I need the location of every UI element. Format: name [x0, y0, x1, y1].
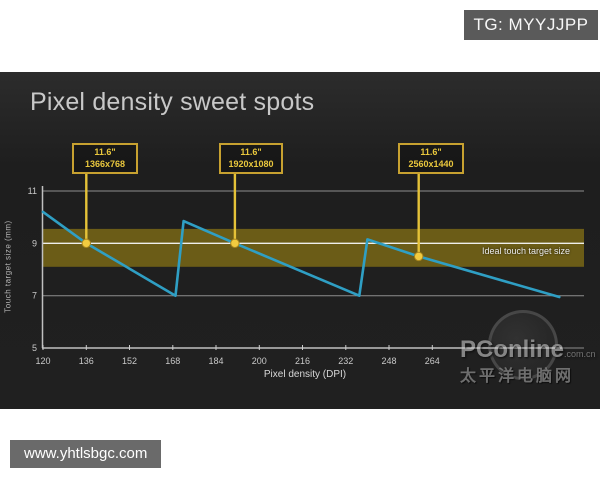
- y-axis-label: Touch target size (mm): [3, 220, 13, 313]
- globe-icon: [488, 310, 558, 380]
- callout-1920x1080: 11.6" 1920x1080: [219, 143, 283, 174]
- callout-2560x1440: 11.6" 2560x1440: [398, 143, 464, 174]
- pconline-chinese-text: 太平洋电脑网: [460, 368, 575, 385]
- callout-1366x768: 11.6" 1366x768: [72, 143, 138, 174]
- callout-size: 11.6": [94, 147, 116, 158]
- chart-title: Pixel density sweet spots: [30, 88, 315, 116]
- callout-resolution: 2560x1440: [408, 158, 454, 169]
- callout-size: 11.6": [420, 147, 442, 158]
- callout-resolution: 1366x768: [84, 158, 126, 169]
- callout-resolution: 1920x1080: [228, 158, 274, 169]
- ideal-band-label: Ideal touch target size: [481, 246, 570, 256]
- site-url-badge: www.yhtlsbgc.com: [10, 440, 162, 468]
- x-axis-label: Pixel density (DPI): [263, 369, 347, 380]
- pconline-watermark: PConline.com.cn 太平洋电脑网: [448, 310, 600, 400]
- pconline-domain-suffix: .com.cn: [564, 349, 596, 359]
- pconline-logo-text: PConline.com.cn: [460, 336, 596, 363]
- callout-size: 11.6": [240, 147, 262, 158]
- tg-watermark-badge: TG: MYYJJPP: [464, 10, 598, 40]
